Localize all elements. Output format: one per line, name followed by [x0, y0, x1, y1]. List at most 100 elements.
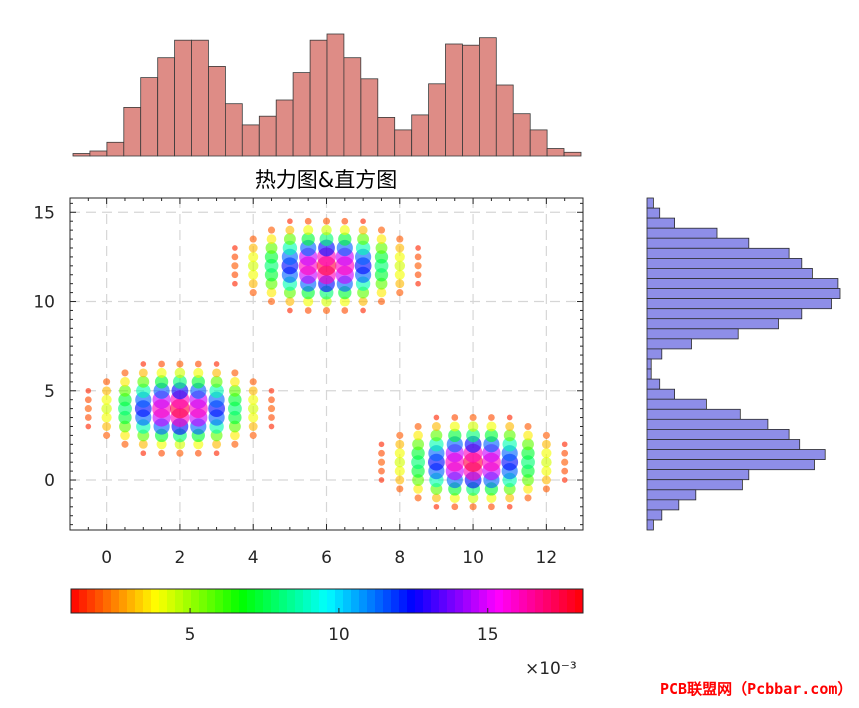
x-tick-labels: 0 2 4 6 8 10 12 — [101, 548, 557, 568]
heat-bubble — [469, 503, 477, 511]
heat-bubble — [394, 269, 405, 280]
heat-bubble — [101, 412, 112, 423]
top-hist-bar — [106, 141, 125, 157]
colorbar-cell — [215, 589, 224, 613]
heat-bubble — [449, 492, 460, 503]
heat-bubble — [156, 439, 167, 450]
heat-bubble — [136, 383, 151, 398]
heat-bubble — [375, 242, 388, 254]
heat-bubble — [231, 271, 239, 279]
colorbar-cell — [527, 589, 536, 613]
heat-bubble — [541, 475, 551, 485]
colorbar-cell — [327, 589, 336, 613]
heat-bubble — [268, 396, 275, 404]
x-tick-label: 10 — [462, 548, 484, 568]
axis-ticks — [69, 198, 584, 530]
heat-bubble — [561, 458, 569, 466]
colorbar-cell — [423, 589, 432, 613]
right-hist-bar — [646, 378, 661, 390]
colorbar-cell — [335, 589, 344, 613]
right-hist-bar — [646, 459, 815, 471]
heat-bubble — [469, 413, 477, 422]
right-hist-bar — [646, 428, 790, 440]
heat-bubble — [249, 235, 257, 243]
right-hist-bar — [646, 348, 663, 360]
heat-bubble — [414, 494, 422, 502]
colorbar-cell — [119, 589, 128, 613]
colorbar-cell — [383, 589, 392, 613]
x-tick-label: 8 — [394, 548, 405, 568]
heat-bubble — [415, 245, 421, 251]
heat-bubble — [524, 422, 532, 431]
heat-bubble — [287, 218, 293, 225]
top-hist-bar — [89, 150, 108, 157]
heat-bubble — [541, 466, 552, 477]
top-hist-bar — [563, 151, 582, 157]
heat-bubble — [121, 440, 129, 448]
heat-bubble — [154, 375, 169, 389]
right-hist-bar — [646, 439, 801, 451]
top-hist-bar — [377, 117, 396, 157]
y-tick-label: 10 — [33, 293, 55, 313]
heat-bubble — [523, 430, 533, 441]
heat-bubble — [194, 360, 202, 368]
colorbar-cell — [319, 589, 328, 613]
heat-bubble — [355, 240, 371, 256]
heat-bubble — [451, 414, 459, 421]
right-hist-bar — [646, 318, 779, 330]
heat-bubble — [283, 233, 296, 246]
heat-bubble — [360, 307, 366, 314]
heat-bubble — [209, 383, 224, 398]
heat-bubble — [285, 225, 295, 235]
right-hist-bar — [646, 388, 676, 400]
colorbar-cell — [375, 589, 384, 613]
heat-bubble — [506, 503, 513, 510]
heat-bubble — [176, 449, 184, 457]
colorbar-cell — [151, 589, 160, 613]
right-hist-bar — [646, 237, 750, 249]
top-hist-bar — [343, 57, 362, 157]
heat-bubble — [413, 484, 423, 494]
right-hist-bar — [646, 247, 790, 259]
heat-bubble — [248, 422, 258, 431]
heat-bubble — [266, 287, 277, 298]
top-hist-bar — [445, 43, 463, 157]
right-hist-bar — [646, 267, 813, 279]
heat-bubble — [174, 367, 186, 379]
heat-bubble — [156, 367, 167, 378]
heat-bubble — [523, 484, 533, 494]
heat-bubble — [247, 403, 259, 414]
heat-bubble — [561, 467, 569, 475]
top-hist-bar — [495, 84, 514, 157]
top-hist-bar — [360, 78, 379, 157]
heat-bubble — [449, 421, 460, 432]
heat-bubble — [267, 297, 276, 306]
heat-bubble — [232, 280, 238, 287]
colorbar-exponent-label: ×10⁻³ — [525, 659, 577, 679]
heat-bubble — [488, 503, 495, 511]
heat-bubble — [451, 503, 459, 511]
heat-bubble — [466, 428, 481, 443]
top-hist-bar — [140, 77, 158, 157]
heat-bubble — [101, 394, 112, 405]
heat-bubble — [395, 243, 405, 253]
heat-bubble — [84, 405, 92, 413]
x-tick-label: 2 — [175, 548, 186, 568]
right-hist-bar — [646, 479, 743, 491]
colorbar-cell — [479, 589, 488, 613]
y-tick-label: 5 — [44, 382, 55, 402]
heat-bubble — [358, 297, 368, 306]
colorbar-cell — [103, 589, 112, 613]
heat-bubble — [231, 440, 239, 448]
top-hist-bar — [241, 124, 260, 157]
heat-bubble — [394, 448, 405, 459]
heat-bubble — [268, 387, 275, 394]
right-hist-bar — [646, 298, 832, 310]
x-tick-label: 12 — [536, 548, 558, 568]
right-hist-bar — [646, 288, 841, 300]
x-tick-label: 4 — [248, 548, 259, 568]
x-tick-label: 6 — [321, 548, 332, 568]
heat-bubble — [378, 477, 385, 483]
heat-bubble — [414, 422, 422, 431]
right-hist-bar — [646, 358, 652, 370]
